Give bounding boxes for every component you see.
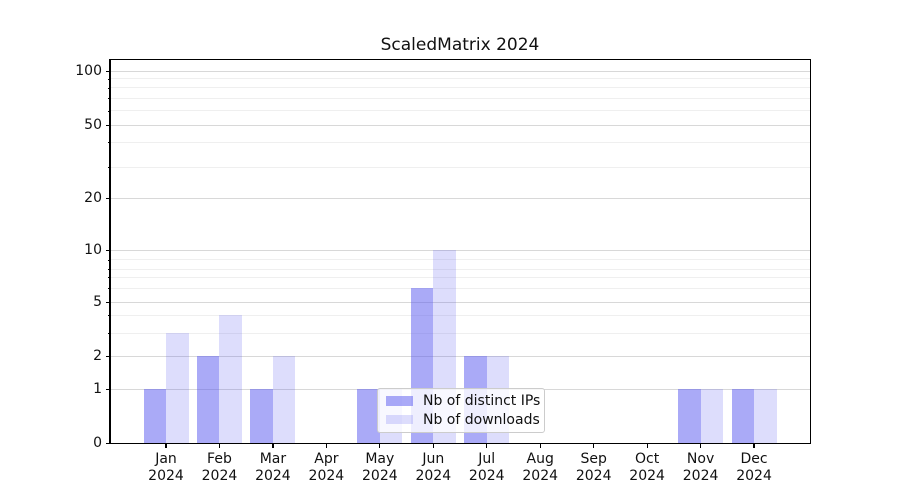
x-tick	[700, 443, 702, 448]
y-tick-label: 0	[93, 434, 102, 451]
spine-bottom	[109, 442, 812, 444]
y-tick-major	[106, 124, 110, 126]
gridline-major	[110, 249, 810, 251]
legend-row: Nb of distinct IPs	[386, 393, 540, 409]
y-tick-minor	[107, 287, 110, 289]
y-tick-label: 50	[84, 116, 102, 133]
gridline-minor	[110, 332, 810, 334]
gridline-minor	[110, 97, 810, 99]
x-tick	[432, 443, 434, 448]
x-tick-label: Sep 2024	[575, 451, 612, 484]
gridline-minor	[110, 314, 810, 316]
x-tick	[272, 443, 274, 448]
bar	[196, 355, 220, 443]
bar	[272, 355, 296, 443]
x-tick	[486, 443, 488, 448]
chart-title: ScaledMatrix 2024	[380, 35, 540, 55]
gridline-minor	[110, 269, 810, 271]
y-tick-major	[106, 356, 110, 358]
x-tick-label: Aug 2024	[522, 451, 559, 484]
bar	[700, 389, 724, 443]
bar	[143, 389, 166, 443]
y-tick-label: 100	[75, 63, 102, 79]
y-tick-major	[106, 442, 110, 444]
gridline-minor	[110, 166, 810, 168]
gridline-minor	[110, 276, 810, 278]
y-tick-minor	[107, 87, 110, 89]
x-tick-label: Apr 2024	[308, 451, 345, 484]
y-tick-minor	[107, 110, 110, 112]
spine-right	[810, 59, 812, 444]
x-tick	[753, 443, 755, 448]
y-tick-major	[106, 389, 110, 391]
y-tick-minor	[107, 259, 110, 261]
y-tick-minor	[107, 167, 110, 168]
gridline-minor	[110, 110, 810, 112]
gridline-minor	[110, 287, 810, 289]
x-tick-label: Jul 2024	[468, 451, 505, 484]
x-tick-label: Nov 2024	[682, 451, 719, 484]
y-tick-label: 5	[93, 293, 102, 310]
x-tick-label: Feb 2024	[201, 451, 238, 484]
y-tick-minor	[107, 314, 110, 316]
bar	[250, 389, 273, 443]
x-tick-label: Mar 2024	[255, 451, 291, 484]
y-tick-minor	[107, 142, 110, 143]
y-tick-minor	[107, 333, 110, 334]
legend-swatch	[386, 414, 413, 425]
gridline-minor	[110, 141, 810, 143]
gridline-major	[110, 124, 810, 126]
spine-top	[109, 59, 812, 61]
legend-label: Nb of downloads	[423, 411, 540, 428]
gridline-major	[110, 70, 810, 72]
y-tick-label: 1	[93, 381, 102, 398]
bar	[357, 389, 380, 443]
y-tick-major	[106, 250, 110, 252]
bar	[731, 389, 755, 443]
y-tick-major	[106, 71, 110, 73]
x-tick	[379, 443, 381, 448]
legend: Nb of distinct IPs Nb of downloads	[377, 387, 545, 433]
x-tick	[165, 443, 167, 448]
y-tick-minor	[107, 98, 110, 99]
legend-row: Nb of downloads	[386, 412, 540, 428]
legend-label: Nb of distinct IPs	[423, 393, 541, 410]
x-tick-label: May 2024	[362, 451, 398, 484]
x-tick	[593, 443, 595, 448]
bar	[754, 389, 777, 443]
gridline-minor	[110, 259, 810, 261]
x-tick-label: Jun 2024	[415, 451, 452, 484]
x-tick	[539, 443, 541, 448]
x-tick-label: Jan 2024	[148, 451, 184, 484]
bar	[166, 332, 189, 443]
gridline-major	[110, 355, 810, 357]
plot-area: Nb of distinct IPs Nb of downloads	[110, 59, 810, 443]
x-tick	[325, 443, 327, 448]
x-tick	[646, 443, 648, 448]
gridline-minor	[110, 87, 810, 89]
y-tick-minor	[107, 276, 110, 278]
y-tick-minor	[107, 78, 110, 80]
y-tick-major	[106, 197, 110, 199]
gridline-minor	[110, 78, 810, 80]
y-tick-major	[106, 301, 110, 303]
x-tick-label: Oct 2024	[629, 451, 665, 484]
gridline-major	[110, 197, 810, 199]
y-tick-label: 2	[93, 348, 102, 364]
bar	[219, 314, 242, 443]
y-tick-minor	[107, 269, 110, 271]
legend-swatch	[386, 396, 413, 406]
y-tick-label: 20	[84, 189, 102, 206]
y-tick-label: 10	[84, 242, 102, 258]
bar	[678, 389, 701, 443]
x-tick-label: Dec 2024	[736, 451, 772, 484]
x-tick	[218, 443, 221, 448]
gridline-major	[110, 301, 810, 303]
spine-left	[109, 59, 111, 444]
